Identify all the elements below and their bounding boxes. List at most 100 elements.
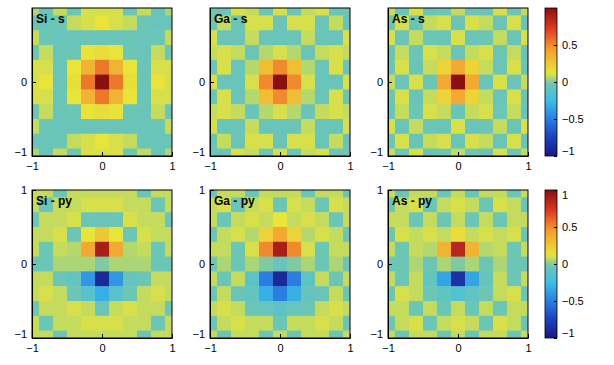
cell xyxy=(217,134,232,149)
cell xyxy=(53,75,68,90)
cell xyxy=(217,149,232,156)
cell xyxy=(231,212,246,227)
tick-mark xyxy=(280,334,281,338)
cell xyxy=(343,197,350,212)
tick: 0 xyxy=(377,258,392,270)
cell xyxy=(151,75,166,90)
cell xyxy=(53,301,68,316)
tick-label: 1 xyxy=(169,160,175,172)
cell xyxy=(465,227,480,242)
cell xyxy=(259,257,274,272)
cell xyxy=(137,89,152,104)
cell xyxy=(137,212,152,227)
cell xyxy=(315,104,330,119)
cell xyxy=(109,257,124,272)
cell xyxy=(217,30,232,45)
cell xyxy=(409,149,424,156)
cell xyxy=(493,134,508,149)
cell xyxy=(507,149,522,156)
cell xyxy=(123,15,138,30)
cell xyxy=(315,149,330,156)
cell xyxy=(409,30,424,45)
cell xyxy=(95,316,110,331)
tick-mark xyxy=(210,82,214,83)
cell xyxy=(493,119,508,134)
plot-frame xyxy=(32,190,172,338)
cell xyxy=(301,8,316,16)
cell xyxy=(95,30,110,45)
cell xyxy=(437,331,452,338)
cell xyxy=(217,119,232,134)
cell xyxy=(245,134,260,149)
tick-mark xyxy=(32,338,36,339)
cell xyxy=(95,149,110,156)
cell xyxy=(301,197,316,212)
cell xyxy=(137,149,152,156)
cell xyxy=(165,257,172,272)
cell xyxy=(81,149,96,156)
cell xyxy=(165,271,172,286)
cell xyxy=(521,89,528,104)
cell xyxy=(521,212,528,227)
cell xyxy=(39,212,54,227)
cell xyxy=(388,119,396,134)
cell xyxy=(95,286,110,301)
cell xyxy=(395,301,410,316)
cell xyxy=(109,60,124,75)
cell xyxy=(81,316,96,331)
cell xyxy=(343,286,350,301)
cell xyxy=(395,104,410,119)
cell xyxy=(109,119,124,134)
cell xyxy=(123,271,138,286)
tick: −0.5 xyxy=(554,113,584,125)
cell xyxy=(67,242,82,257)
cell xyxy=(67,104,82,119)
panel: −101−101Ga - py xyxy=(192,183,357,354)
cell xyxy=(273,75,288,90)
tick-label: 0 xyxy=(99,160,105,172)
cells xyxy=(210,190,350,338)
cell xyxy=(165,104,172,119)
cell xyxy=(451,8,466,16)
cell xyxy=(479,149,494,156)
cell xyxy=(493,89,508,104)
cell xyxy=(39,271,54,286)
cell xyxy=(231,316,246,331)
cell xyxy=(210,286,218,301)
tick-mark xyxy=(210,156,214,157)
cell xyxy=(437,257,452,272)
cell xyxy=(123,45,138,60)
cell xyxy=(273,331,288,338)
cell xyxy=(109,149,124,156)
cell xyxy=(67,257,82,272)
cell xyxy=(521,30,528,45)
cell xyxy=(109,15,124,30)
xticks-axis-line xyxy=(33,338,173,339)
cell xyxy=(395,331,410,338)
tick-label: 0 xyxy=(377,258,383,270)
cell xyxy=(259,271,274,286)
cell xyxy=(521,227,528,242)
cell xyxy=(217,75,232,90)
tick-label: −1 xyxy=(382,342,395,354)
cell xyxy=(465,197,480,212)
cell xyxy=(521,60,528,75)
tick-label: −0.5 xyxy=(562,295,584,307)
cell xyxy=(32,271,40,286)
cell xyxy=(32,212,40,227)
panel: −101−10Si - s xyxy=(14,1,179,172)
panel-title: As - s xyxy=(392,12,425,26)
cell xyxy=(287,45,302,60)
cell xyxy=(53,60,68,75)
cell xyxy=(395,45,410,60)
tick-mark xyxy=(172,152,173,156)
cell xyxy=(32,286,40,301)
cell xyxy=(287,119,302,134)
plot-frame xyxy=(210,8,350,156)
cell xyxy=(287,190,302,198)
cell xyxy=(388,89,396,104)
cell xyxy=(165,301,172,316)
cell xyxy=(437,60,452,75)
cell xyxy=(151,149,166,156)
cell xyxy=(39,30,54,45)
